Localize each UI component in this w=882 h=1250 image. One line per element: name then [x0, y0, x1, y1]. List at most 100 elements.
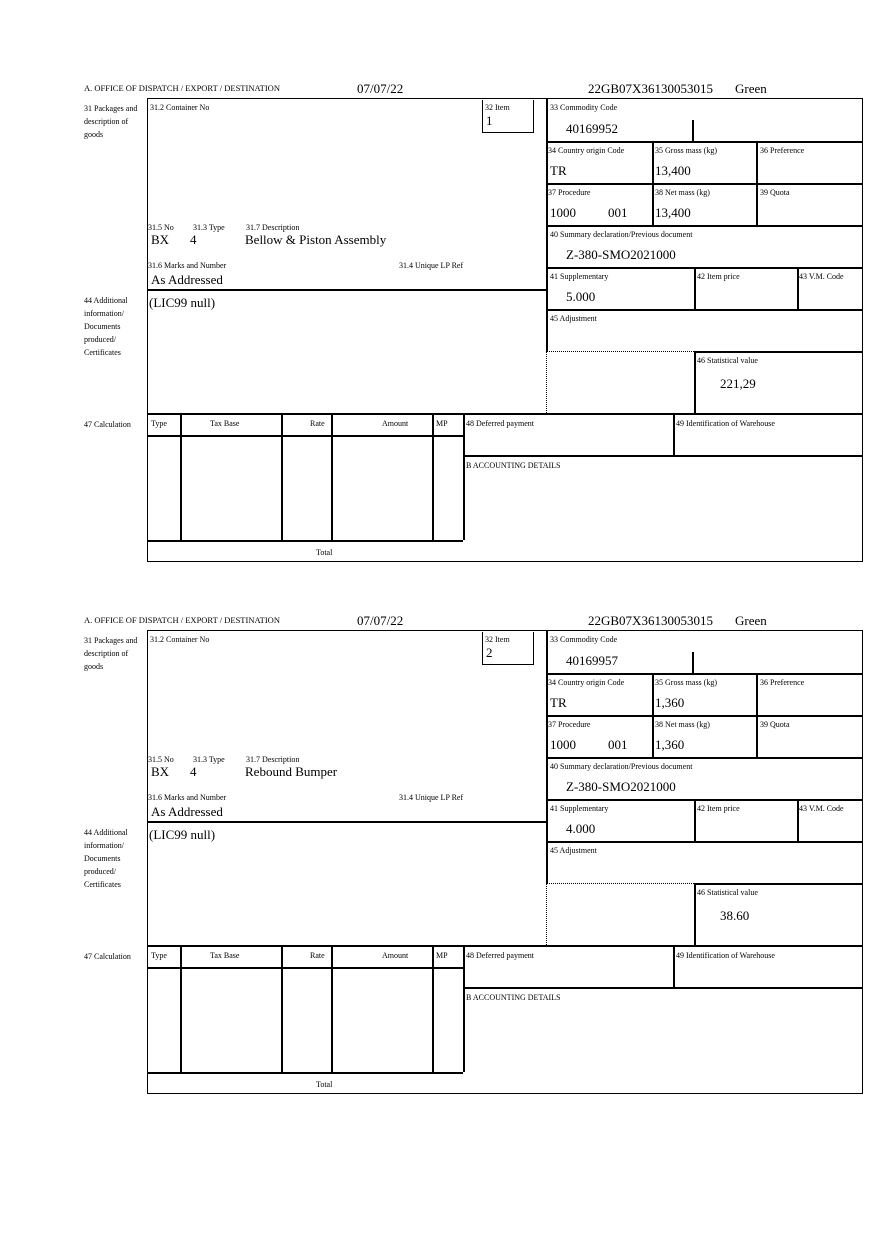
- divider: [546, 799, 863, 801]
- divider: [463, 413, 465, 540]
- package-kind: BX: [151, 764, 170, 779]
- package-count: 4: [190, 764, 197, 779]
- statistical-label: 46 Statistical value: [697, 356, 758, 365]
- procedure-code: 1000: [550, 205, 576, 220]
- origin-label: 34 Country origin Code: [548, 146, 625, 155]
- divider: [692, 652, 694, 673]
- divider: [797, 267, 799, 309]
- previous-document: Z-380-SMO2021000: [566, 779, 676, 794]
- divider: [652, 141, 654, 225]
- goods-description: Rebound Bumper: [245, 764, 338, 779]
- calc-col-rate: Rate: [310, 951, 325, 960]
- item-number: 1: [486, 113, 493, 128]
- divider: [147, 413, 863, 415]
- accounting-label: B ACCOUNTING DETAILS: [466, 461, 561, 470]
- divider: [694, 799, 696, 841]
- supplementary-value: 5.000: [566, 289, 596, 304]
- outer-frame: [147, 98, 863, 562]
- no-label: 31.5 No: [148, 755, 174, 764]
- gross-label: 35 Gross mass (kg): [655, 146, 717, 155]
- divider: [331, 413, 333, 540]
- divider: [546, 673, 863, 675]
- statistical-label: 46 Statistical value: [697, 888, 758, 897]
- quota-label: 39 Quota: [760, 720, 790, 729]
- unique-ref-label: 31.4 Unique LP Ref: [399, 793, 464, 802]
- divider: [694, 267, 696, 309]
- procedure-label: 37 Procedure: [548, 188, 591, 197]
- date: 07/07/22: [357, 613, 404, 628]
- divider: [432, 945, 434, 1072]
- commodity-code: 40169952: [566, 121, 618, 136]
- commodity-label: 33 Commodity Code: [550, 103, 618, 112]
- item-block: A. OFFICE OF DISPATCH / EXPORT / DESTINA…: [0, 78, 882, 598]
- deferred-label: 48 Deferred payment: [466, 951, 534, 960]
- summary-label: 40 Summary declaration/Previous document: [550, 762, 693, 771]
- calc-col-rate: Rate: [310, 419, 325, 428]
- divider: [756, 141, 758, 225]
- gross-mass: 1,360: [655, 695, 685, 710]
- procedure-additional: 001: [608, 737, 628, 752]
- statistical-value: 38.60: [720, 908, 750, 923]
- calc-col-mp: MP: [436, 419, 448, 428]
- item-block: A. OFFICE OF DISPATCH / EXPORT / DESTINA…: [0, 610, 882, 1130]
- item-box: [482, 632, 534, 665]
- no-label: 31.5 No: [148, 223, 174, 232]
- net-mass: 1,360: [655, 737, 685, 752]
- route: Green: [735, 81, 767, 96]
- accounting-label: B ACCOUNTING DETAILS: [466, 993, 561, 1002]
- divider: [546, 267, 863, 269]
- divider: [147, 945, 863, 947]
- description-label: 31.7 Description: [246, 223, 300, 232]
- warehouse-label: 49 Identification of Warehouse: [676, 419, 775, 428]
- divider: [652, 673, 654, 757]
- calc-col-mp: MP: [436, 951, 448, 960]
- total-label: Total: [316, 548, 333, 557]
- calc-col-amount: Amount: [382, 419, 409, 428]
- box44-label: 44 Additional information/ Documents pro…: [84, 296, 128, 357]
- item-label: 32 Item: [485, 103, 510, 112]
- outer-frame: [147, 630, 863, 1094]
- divider: [694, 351, 696, 413]
- adjustment-label: 45 Adjustment: [550, 846, 597, 855]
- divider: [756, 673, 758, 757]
- net-label: 38 Net mass (kg): [655, 720, 710, 729]
- box31-label: 31 Packages and description of goods: [84, 104, 138, 139]
- procedure-label: 37 Procedure: [548, 720, 591, 729]
- divider: [463, 987, 863, 989]
- box44-label: 44 Additional information/ Documents pro…: [84, 828, 128, 889]
- container-label: 31.2 Container No: [150, 635, 210, 644]
- dotted-divider: [546, 351, 547, 413]
- divider: [692, 120, 694, 141]
- divider: [180, 413, 182, 540]
- preference-label: 36 Preference: [760, 678, 805, 687]
- divider: [147, 435, 463, 437]
- divider: [673, 413, 675, 455]
- divider: [147, 540, 463, 542]
- box47-label: 47 Calculation: [84, 952, 131, 961]
- divider: [147, 1072, 463, 1074]
- divider: [331, 945, 333, 1072]
- dotted-divider: [546, 883, 694, 884]
- commodity-code: 40169957: [566, 653, 618, 668]
- net-mass: 13,400: [655, 205, 691, 220]
- quota-label: 39 Quota: [760, 188, 790, 197]
- warehouse-label: 49 Identification of Warehouse: [676, 951, 775, 960]
- calc-col-type: Type: [151, 419, 167, 428]
- price-label: 42 Item price: [697, 804, 740, 813]
- calc-col-amount: Amount: [382, 951, 409, 960]
- net-label: 38 Net mass (kg): [655, 188, 710, 197]
- supplementary-label: 41 Supplementary: [550, 272, 609, 281]
- gross-mass: 13,400: [655, 163, 691, 178]
- calc-col-tax-base: Tax Base: [210, 951, 240, 960]
- description-label: 31.7 Description: [246, 755, 300, 764]
- item-number: 2: [486, 645, 493, 660]
- marks-label: 31.6 Marks and Number: [148, 793, 227, 802]
- gross-label: 35 Gross mass (kg): [655, 678, 717, 687]
- statistical-value: 221,29: [720, 376, 756, 391]
- box31-label: 31 Packages and description of goods: [84, 636, 138, 671]
- additional-info: (LIC99 null): [149, 827, 216, 842]
- divider: [463, 455, 863, 457]
- summary-label: 40 Summary declaration/Previous document: [550, 230, 693, 239]
- reference: 22GB07X36130053015: [588, 613, 713, 628]
- divider: [546, 757, 863, 759]
